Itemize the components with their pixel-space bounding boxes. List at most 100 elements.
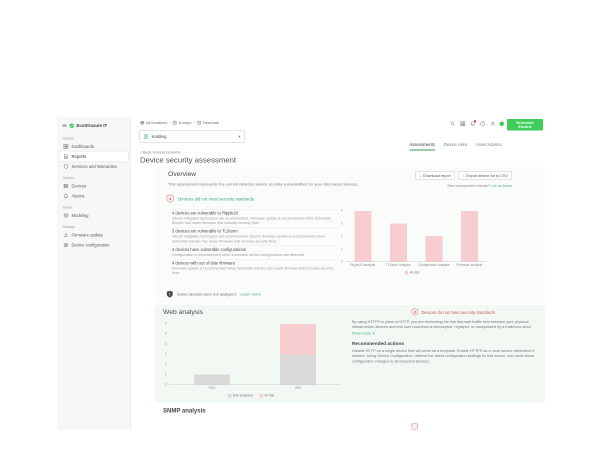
download-report-button[interactable]: ↓ Download report: [415, 171, 455, 180]
chevron-down-icon: ▾: [238, 133, 241, 139]
bar-pdu: [169, 324, 255, 385]
breadcrumb-europe[interactable]: Europe: [173, 120, 192, 126]
overview-alert-text: Devices did not meet security standards: [178, 196, 255, 202]
shield-alert-icon: 4: [166, 194, 175, 204]
devices-icon: [63, 184, 69, 189]
legend-swatch: [227, 394, 232, 398]
building-icon: [144, 134, 149, 139]
help-icon[interactable]: ?: [480, 121, 486, 127]
feedback-text: See unexpected results?: [447, 183, 491, 189]
y-tick: 1: [164, 372, 167, 377]
services-warranties-icon: [63, 164, 69, 169]
location-selector[interactable]: Kolding ▾: [139, 130, 245, 143]
tab-device-risks[interactable]: Device risks: [443, 142, 467, 147]
category-label: PDU: [208, 386, 216, 391]
app-window: EcoStruxure IT Assess Dashboards Reports…: [57, 117, 545, 430]
overview-description: This assessment represents the current d…: [168, 182, 359, 187]
sidebar-item-firmware-update[interactable]: Firmware update: [60, 230, 129, 240]
bar-tlstorm-analysis: [381, 211, 417, 262]
issue-tlstorm[interactable]: 3 devices are vulnerable to TLStorm Inte…: [172, 227, 337, 245]
issue-description: Firmware update is recommended when Schn…: [172, 266, 333, 276]
breadcrumb-all-locations[interactable]: All locations: [140, 121, 167, 125]
issue-ripple20[interactable]: 4 devices are vulnerable to Ripple20 Int…: [172, 209, 337, 227]
sidebar-item-label: Devices: [71, 183, 87, 189]
breadcrumb: All locations › Europe › Denmark: [140, 120, 219, 126]
web-analysis-details: 3 Devices do not meet security standards…: [352, 308, 539, 364]
notification-badge: [473, 120, 476, 123]
back-to-assessments-link[interactable]: ‹ Back to Assessments: [140, 150, 180, 155]
legend-swatch: [259, 394, 263, 398]
legend-label: At risk: [264, 394, 275, 398]
snmp-analysis-heading: SNMP analysis: [163, 407, 206, 414]
issue-configurations[interactable]: 2 devices have vulnerable configurations…: [172, 245, 337, 259]
web-analysis-bar-chart: 0 1 2 3 4 5 6 PDU UPS Not analyzed At risk: [161, 322, 341, 398]
overview-alert[interactable]: 4 Devices did not meet security standard…: [166, 194, 254, 204]
shield-alert-icon-cut: [411, 422, 419, 430]
menu-icon[interactable]: [62, 123, 67, 128]
let-us-know-link[interactable]: Let us know: [491, 183, 512, 189]
user-icon[interactable]: [490, 121, 496, 127]
y-tick: 4: [340, 209, 343, 213]
main-content: All locations › Europe › Denmark ? Schne…: [131, 117, 545, 430]
alert-count: 3: [413, 310, 416, 315]
category-label: Configuration analysis: [418, 263, 450, 268]
show-more-link[interactable]: Show more ∨: [352, 331, 539, 336]
apps-grid-icon[interactable]: [460, 121, 466, 127]
issue-description: Interim mitigation techniques are recomm…: [172, 216, 332, 226]
alert-count: 4: [169, 196, 172, 202]
y-tick: 1: [340, 247, 343, 251]
bar-segment-at-risk: [389, 223, 407, 262]
category-label: Firmware analysis: [456, 263, 483, 268]
breadcrumb-denmark[interactable]: Denmark: [197, 121, 219, 125]
y-tick: 0: [164, 383, 167, 387]
sidebar-section-assess: Assess: [63, 137, 74, 141]
bar-segment-not-analyzed: [194, 374, 230, 385]
export-device-list-button[interactable]: ↓ Export device list to CSV: [458, 171, 512, 180]
search-icon[interactable]: [450, 121, 456, 127]
sidebar-item-modeling[interactable]: Modeling: [60, 211, 129, 221]
bar-segment-at-risk: [354, 211, 372, 262]
ecostruxure-logo[interactable]: EcoStruxure IT: [57, 122, 131, 132]
breadcrumb-separator: ›: [169, 120, 171, 126]
sidebar-section-model: Model: [63, 206, 72, 210]
schneider-electric-logo[interactable]: Schneider Electric: [507, 119, 543, 131]
bar-segment-at-risk: [280, 324, 316, 355]
bar-segment-not-analyzed: [280, 354, 316, 385]
category-label: UPS: [294, 386, 302, 391]
issue-description: Configuration is recommended when vulner…: [172, 252, 305, 257]
overview-section: Overview ↓ Download report ↓ Export device…: [155, 167, 545, 303]
y-tick: 6: [164, 322, 167, 326]
issue-out-of-date-firmware[interactable]: 4 devices with out of date firmware Firm…: [172, 259, 337, 277]
recommended-actions-text: Disable HTTP on a single device that wil…: [352, 348, 535, 364]
sidebar-item-services-warranties[interactable]: Services and Warranties: [60, 162, 129, 172]
tab-assessments[interactable]: Assessments: [409, 142, 435, 151]
web-analysis-section: Web analysis 0 1 2 3 4 5 6 PDU UPS Not analyzed At…: [155, 305, 545, 403]
header-icon-bar: ?: [450, 120, 504, 127]
web-alert[interactable]: 3 Devices do not meet security standards: [411, 308, 539, 317]
sidebar-item-label: Firmware update: [71, 232, 103, 238]
y-tick: 5: [164, 332, 167, 336]
sidebar-item-devices[interactable]: Devices: [60, 181, 129, 191]
location-selector-value: Kolding: [151, 134, 167, 139]
breadcrumb-label: Europe: [178, 120, 192, 126]
bar-segment-at-risk: [425, 236, 443, 262]
status-green-icon[interactable]: [499, 121, 504, 126]
not-analyzed-glyph: !: [169, 292, 171, 297]
report-buttons: ↓ Download report ↓ Export device list to …: [415, 171, 512, 180]
firmware-update-download-icon: [64, 232, 69, 238]
sidebar-item-dashboards[interactable]: Dashboards: [60, 142, 129, 152]
alarms-bell-icon: [64, 193, 69, 199]
notifications-bell-icon[interactable]: [470, 120, 476, 127]
issue-title: 4 devices with out of date firmware: [172, 261, 236, 266]
sidebar-section-monitor: Monitor: [63, 176, 74, 181]
learn-more-link[interactable]: Learn more: [240, 292, 261, 297]
web-analysis-description: By using HTTPS in place of HTTP, you are…: [352, 319, 532, 330]
sidebar-item-alarms[interactable]: Alarms: [60, 191, 129, 201]
tab-asset-advisor[interactable]: Asset Advisor: [475, 142, 502, 147]
not-analyzed-row: ! Some devices were not analyzed. Learn …: [166, 290, 261, 299]
legend-item: Not analyzed: [227, 394, 253, 398]
tab-bar: Assessments Device risks Asset Advisor: [409, 142, 502, 151]
sidebar-item-device-configuration[interactable]: Device configuration: [60, 240, 129, 250]
legend-item: At risk: [404, 271, 419, 275]
sidebar-item-reports[interactable]: Reports: [59, 151, 128, 162]
